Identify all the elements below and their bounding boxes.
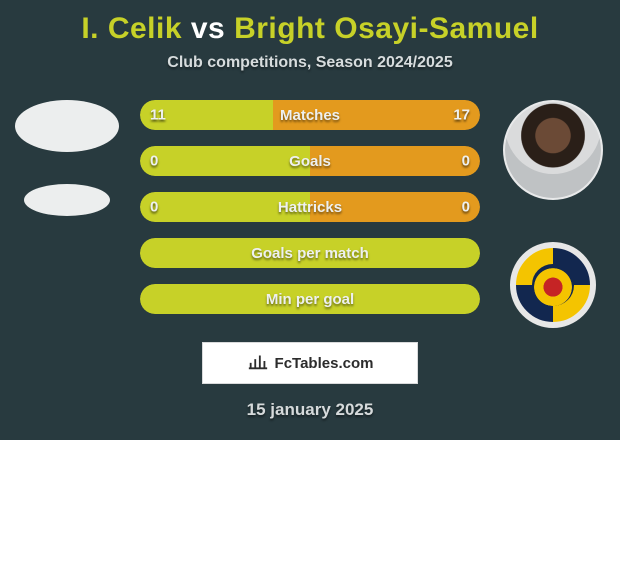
stat-bar: 0 0 Goals [140,146,480,176]
left-side [12,100,122,328]
stat-bar: 11 17 Matches [140,100,480,130]
bar-label: Goals per match [251,245,369,262]
watermark: FcTables.com [202,342,418,384]
bar-left-value: 11 [150,107,166,124]
bar-label: Matches [280,107,340,124]
right-side [498,100,608,328]
bar-label: Goals [289,153,331,170]
bar-label: Min per goal [266,291,354,308]
comparison-card: I. Celik vs Bright Osayi-Samuel Club com… [0,0,620,440]
date-text: 15 january 2025 [0,400,620,420]
subtitle: Club competitions, Season 2024/2025 [0,54,620,72]
bar-label: Hattricks [278,199,342,216]
stat-bar: 0 0 Hattricks [140,192,480,222]
stat-bars: 11 17 Matches 0 0 Goals 0 0 Hattricks Goals per m… [140,100,480,328]
bar-right-value: 17 [453,107,470,124]
bar-left-value: 0 [150,199,158,216]
player2-name: Bright Osayi-Samuel [234,12,539,45]
player1-crest-placeholder [24,184,110,216]
player1-name: I. Celik [81,12,182,45]
vs-text: vs [191,12,225,45]
player2-crest [510,242,596,328]
content-row: 11 17 Matches 0 0 Goals 0 0 Hattricks Goals per m… [0,100,620,328]
comparison-title: I. Celik vs Bright Osayi-Samuel [0,0,620,46]
player2-avatar [503,100,603,200]
stat-bar: Min per goal [140,284,480,314]
bar-left-value: 0 [150,153,158,170]
watermark-text: FcTables.com [275,355,374,372]
bar-right-value: 0 [462,199,470,216]
stat-bar: Goals per match [140,238,480,268]
bar-left-fill [140,146,310,176]
player1-avatar-placeholder [15,100,119,152]
bar-chart-icon [247,350,269,376]
bar-right-fill [310,146,480,176]
bar-right-value: 0 [462,153,470,170]
